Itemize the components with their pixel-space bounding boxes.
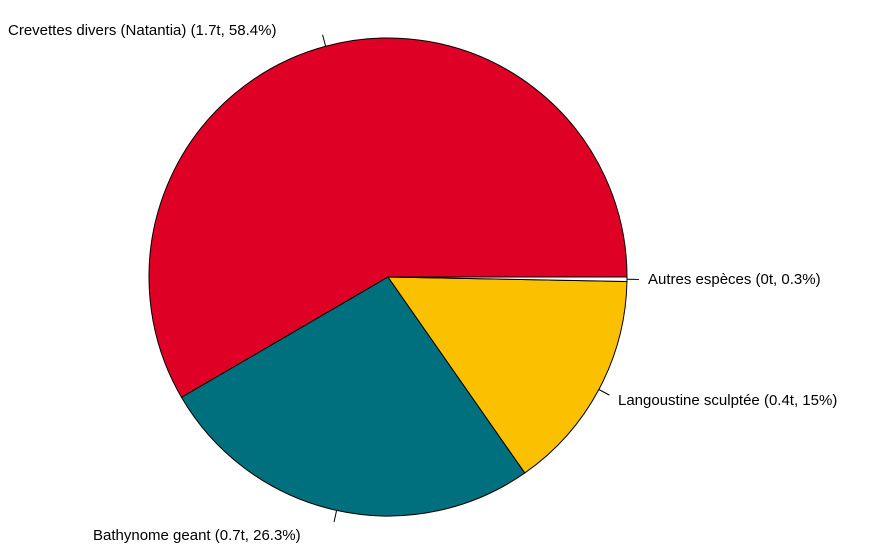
label-tick bbox=[333, 510, 338, 523]
slice-labels: Crevettes divers (Natantia) (1.7t, 58.4%… bbox=[8, 22, 837, 544]
label-tick bbox=[322, 34, 327, 47]
label-langoustine-sculptee: Langoustine sculptée (0.4t, 15%) bbox=[618, 392, 837, 409]
label-bathynome-geant: Bathynome geant (0.7t, 26.3%) bbox=[93, 527, 301, 544]
label-autres-especes: Autres espèces (0t, 0.3%) bbox=[648, 271, 821, 288]
pie-slices bbox=[148, 37, 628, 517]
label-tick bbox=[598, 389, 610, 396]
slice-bathynome-geant bbox=[180, 276, 526, 517]
label-crevettes-divers: Crevettes divers (Natantia) (1.7t, 58.4%… bbox=[8, 22, 276, 39]
slice-crevettes-divers bbox=[148, 37, 628, 399]
